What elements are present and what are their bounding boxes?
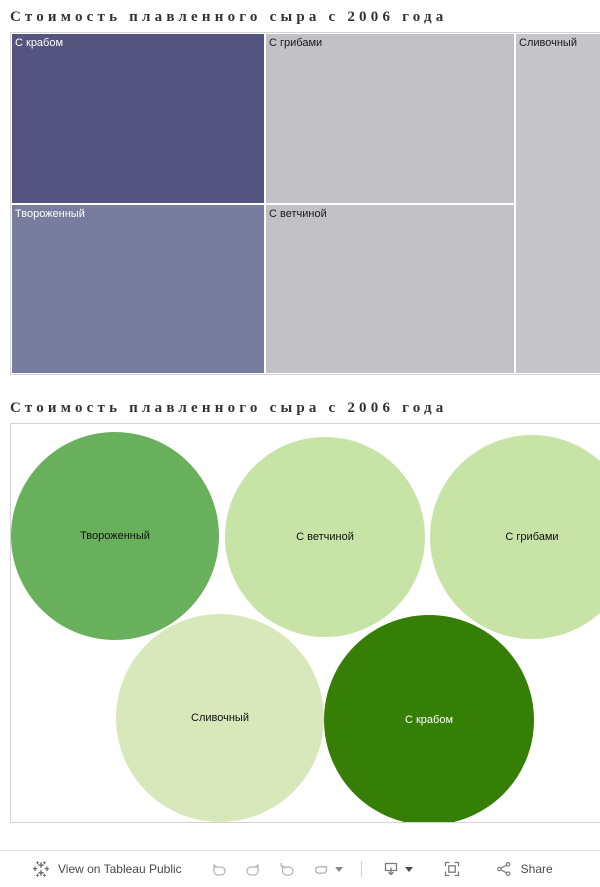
fullscreen-button[interactable] bbox=[435, 851, 469, 887]
refresh-dropdown-caret-icon[interactable] bbox=[334, 866, 343, 872]
treemap-cell-s-vetchinoy[interactable]: С ветчиной bbox=[265, 204, 515, 374]
download-dropdown-caret-icon[interactable] bbox=[404, 866, 413, 872]
refresh-icon bbox=[310, 858, 332, 880]
download-icon bbox=[380, 858, 402, 880]
undo-icon bbox=[208, 858, 230, 880]
bottom-toolbar: View on Tableau Public bbox=[0, 850, 600, 887]
bubble-s-krabom[interactable]: С крабом bbox=[324, 615, 534, 822]
treemap-cell-s-gribami[interactable]: С грибами bbox=[265, 33, 515, 204]
treemap-title: Стоимость плавленного сыра с 2006 года bbox=[10, 9, 448, 25]
treemap-cell-s-krabom[interactable]: С крабом bbox=[11, 33, 265, 204]
share-label: Share bbox=[520, 862, 553, 876]
treemap-cell-tvorozhenny[interactable]: Твороженный bbox=[11, 204, 265, 374]
treemap-cell-label: С грибами bbox=[269, 37, 323, 49]
revert-button[interactable] bbox=[270, 851, 304, 887]
bubble-chart[interactable]: Твороженный С ветчиной С грибами Сливочн… bbox=[10, 423, 600, 823]
bubble-slivochny[interactable]: Сливочный bbox=[116, 614, 324, 822]
bubble-s-vetchinoy[interactable]: С ветчиной bbox=[225, 437, 425, 637]
treemap-cell-slivochny[interactable]: Сливочный bbox=[515, 33, 600, 374]
treemap-chart[interactable]: С крабом Твороженный С грибами С ветчино… bbox=[10, 32, 600, 375]
redo-icon bbox=[242, 858, 264, 880]
view-on-tableau-public-label: View on Tableau Public bbox=[58, 862, 182, 876]
toolbar-spacer bbox=[469, 851, 485, 887]
treemap-cell-label: С ветчиной bbox=[269, 208, 327, 220]
undo-button[interactable] bbox=[202, 851, 236, 887]
bubble-s-gribami[interactable]: С грибами bbox=[430, 435, 600, 639]
dashboard: Стоимость плавленного сыра с 2006 года С… bbox=[10, 9, 600, 823]
bubble-label: Твороженный bbox=[80, 529, 150, 542]
redo-button[interactable] bbox=[236, 851, 270, 887]
treemap-cell-label: Твороженный bbox=[15, 208, 85, 220]
bubble-label: С ветчиной bbox=[296, 530, 354, 543]
share-button[interactable]: Share bbox=[485, 851, 561, 887]
treemap-cell-label: С крабом bbox=[15, 37, 64, 49]
toolbar-spacer bbox=[419, 851, 435, 887]
bubble-label: Сливочный bbox=[191, 711, 249, 724]
toolbar-divider bbox=[360, 861, 362, 877]
bubble-tvorozhenny[interactable]: Твороженный bbox=[11, 432, 219, 640]
fullscreen-icon bbox=[441, 858, 463, 880]
bubble-label: С грибами bbox=[505, 530, 559, 543]
treemap-cell-label: Сливочный bbox=[519, 37, 577, 49]
toolbar-spacer bbox=[194, 851, 202, 887]
bubble-title: Стоимость плавленного сыра с 2006 года bbox=[10, 400, 448, 416]
tableau-logo-icon bbox=[30, 858, 52, 880]
revert-icon bbox=[276, 858, 298, 880]
view-on-tableau-public-link[interactable]: View on Tableau Public bbox=[0, 851, 194, 887]
refresh-button[interactable] bbox=[304, 851, 349, 887]
bubble-label: С крабом bbox=[404, 713, 454, 726]
share-icon bbox=[493, 858, 515, 880]
download-button[interactable] bbox=[374, 851, 419, 887]
